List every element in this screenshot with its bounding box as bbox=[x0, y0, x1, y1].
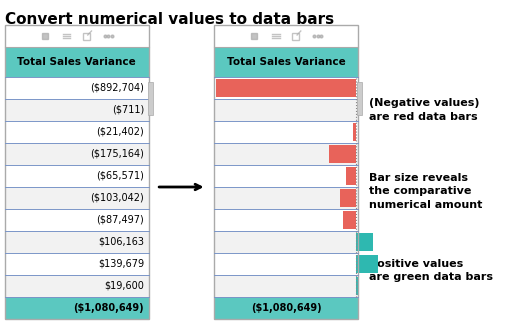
Text: ($1,080,649): ($1,080,649) bbox=[74, 303, 144, 313]
Bar bbox=[5, 165, 149, 187]
Text: ($103,042): ($103,042) bbox=[90, 193, 144, 203]
Text: ($65,571): ($65,571) bbox=[96, 171, 144, 181]
Bar bbox=[83, 33, 89, 40]
Bar bbox=[214, 99, 358, 121]
Bar bbox=[356, 277, 359, 295]
Bar bbox=[5, 253, 149, 275]
Bar bbox=[214, 165, 358, 187]
Bar bbox=[5, 143, 149, 165]
Text: ($21,402): ($21,402) bbox=[97, 127, 144, 137]
Bar bbox=[214, 209, 358, 231]
Bar bbox=[214, 47, 358, 77]
Text: $19,600: $19,600 bbox=[104, 281, 144, 291]
Bar bbox=[214, 253, 358, 275]
Bar bbox=[214, 187, 358, 209]
Bar bbox=[5, 47, 149, 77]
Text: Positive values
are green data bars: Positive values are green data bars bbox=[369, 259, 493, 282]
Bar bbox=[5, 297, 149, 319]
Text: (Negative values)
are red data bars: (Negative values) are red data bars bbox=[369, 98, 480, 121]
Bar bbox=[214, 231, 358, 253]
Text: ($711): ($711) bbox=[112, 105, 144, 115]
Bar bbox=[214, 121, 358, 143]
Bar bbox=[5, 25, 149, 319]
Text: $139,679: $139,679 bbox=[98, 259, 144, 269]
Bar bbox=[356, 255, 378, 273]
Bar bbox=[5, 187, 149, 209]
Bar bbox=[214, 143, 358, 165]
Bar bbox=[214, 275, 358, 297]
Bar bbox=[5, 231, 149, 253]
Bar bbox=[5, 25, 149, 47]
Bar bbox=[216, 79, 356, 97]
Bar bbox=[340, 189, 356, 207]
Bar bbox=[214, 25, 358, 319]
Text: Total Sales Variance: Total Sales Variance bbox=[17, 57, 136, 67]
Bar bbox=[329, 145, 356, 163]
Bar bbox=[357, 82, 362, 115]
Text: ($892,704): ($892,704) bbox=[90, 83, 144, 93]
Bar bbox=[214, 25, 358, 47]
Bar bbox=[356, 233, 373, 251]
Text: Total Sales Variance: Total Sales Variance bbox=[227, 57, 345, 67]
Text: Bar size reveals
the comparative
numerical amount: Bar size reveals the comparative numeric… bbox=[369, 173, 483, 210]
Text: ($175,164): ($175,164) bbox=[90, 149, 144, 159]
Bar bbox=[5, 209, 149, 231]
Bar bbox=[342, 211, 356, 229]
Bar bbox=[5, 275, 149, 297]
Text: $106,163: $106,163 bbox=[98, 237, 144, 247]
Text: ($87,497): ($87,497) bbox=[97, 215, 144, 225]
Bar bbox=[353, 123, 356, 141]
Bar bbox=[5, 77, 149, 99]
Text: ($1,080,649): ($1,080,649) bbox=[251, 303, 321, 313]
Text: Convert numerical values to data bars: Convert numerical values to data bars bbox=[5, 12, 334, 27]
Bar bbox=[214, 77, 358, 99]
Bar bbox=[5, 99, 149, 121]
Bar bbox=[292, 33, 299, 40]
Bar bbox=[5, 121, 149, 143]
Bar bbox=[214, 297, 358, 319]
Bar bbox=[346, 167, 356, 185]
Bar bbox=[148, 82, 153, 115]
